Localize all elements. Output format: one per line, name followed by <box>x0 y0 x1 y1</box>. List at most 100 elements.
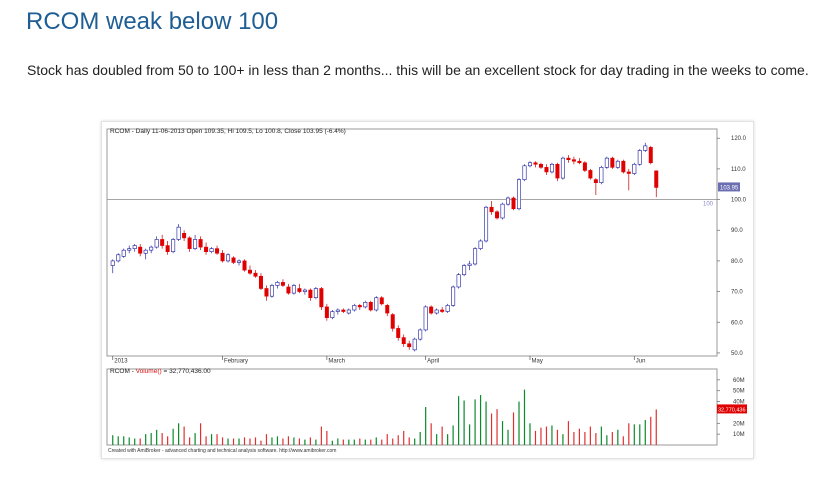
volume-y-tick-label: 10M <box>733 432 745 438</box>
candle-body-up <box>500 203 505 219</box>
candle-body-up <box>154 239 159 248</box>
candle <box>193 234 198 251</box>
candle-body-down <box>379 297 384 305</box>
candle-body-down <box>555 163 560 179</box>
candle-body-down <box>566 157 571 160</box>
candle-body-up <box>127 248 132 251</box>
candle-body-up <box>171 239 176 253</box>
candle-body-up <box>434 309 439 314</box>
candle-body-up <box>462 265 467 276</box>
candle-body-up <box>637 150 642 165</box>
candle-body-up <box>604 157 609 168</box>
price-y-tick-label: 100.0 <box>731 198 747 204</box>
candle-body-down <box>610 157 615 168</box>
candle-body-up <box>418 329 423 340</box>
candle-body-down <box>341 309 346 312</box>
candle-body-down <box>407 343 412 348</box>
volume-y-tick-label: 20M <box>733 421 745 427</box>
candle-body-down <box>495 211 500 219</box>
candle <box>418 328 423 341</box>
price-pane-border <box>106 128 718 357</box>
candle-body-up <box>456 274 461 288</box>
candle <box>242 259 247 272</box>
candle-body-up <box>522 165 527 180</box>
candle <box>423 305 428 332</box>
candle <box>335 308 340 315</box>
candle <box>593 178 598 195</box>
candle <box>226 253 231 263</box>
candle <box>138 244 143 257</box>
x-axis-label: Jun <box>636 359 646 365</box>
volume-y-tick-label: 60M <box>733 378 745 384</box>
candle-body-down <box>385 305 390 314</box>
candle-body-up <box>643 145 648 151</box>
candle <box>187 236 192 252</box>
x-axis-label: 2013 <box>114 359 128 365</box>
candle-body-up <box>363 302 368 308</box>
candle <box>253 270 258 278</box>
candle-body-down <box>429 306 434 314</box>
candle <box>198 236 203 251</box>
reference-line-label: 100 <box>703 202 714 208</box>
candle-body-up <box>193 239 198 249</box>
candle <box>357 303 362 310</box>
price-header: RCOM - Daily 11-06-2013 Open 109.35, Hi … <box>110 128 346 135</box>
candle <box>522 164 527 182</box>
candle-body-down <box>160 239 165 246</box>
candle <box>621 159 626 174</box>
candle <box>204 242 209 255</box>
candle <box>330 309 335 320</box>
candle-body-up <box>473 248 478 265</box>
candle-body-down <box>231 257 236 263</box>
candle-body-down <box>648 147 653 164</box>
price-y-tick-label: 120.0 <box>731 136 747 142</box>
candle <box>116 253 121 263</box>
candle-body-up <box>132 245 137 249</box>
candle <box>429 305 434 315</box>
stock-chart-image: RCOM - Daily 11-06-2013 Open 109.35, Hi … <box>101 121 754 459</box>
candle-body-down <box>571 159 576 162</box>
candle <box>544 164 549 176</box>
candle-body-up <box>549 163 554 173</box>
candle <box>434 308 439 315</box>
candle <box>456 273 461 289</box>
candle <box>352 303 357 312</box>
candle-body-up <box>467 263 472 266</box>
candle <box>610 156 615 169</box>
price-y-tick-label: 90.0 <box>731 228 743 234</box>
candle-body-down <box>286 286 291 294</box>
candle <box>275 280 280 289</box>
candle <box>478 239 483 251</box>
post-title: RCOM weak below 100 <box>26 8 279 35</box>
candle <box>264 285 269 301</box>
candle-body-up <box>176 226 181 240</box>
candle <box>588 168 593 180</box>
candle-body-down <box>220 252 225 262</box>
candle-body-down <box>626 171 631 174</box>
candle <box>566 155 571 163</box>
candle-body-down <box>253 272 258 277</box>
candle-body-down <box>280 282 285 286</box>
candle-body-up <box>412 338 417 351</box>
candle <box>506 196 511 206</box>
candle-body-down <box>593 179 598 183</box>
candle <box>286 283 291 295</box>
candle <box>654 170 659 198</box>
candle-body-down <box>182 232 187 239</box>
candle <box>489 201 494 215</box>
x-axis-label: May <box>531 359 542 365</box>
candle <box>160 234 165 249</box>
last-volume-marker <box>717 404 747 414</box>
candle <box>407 340 412 350</box>
candle <box>171 237 176 254</box>
candle <box>467 260 472 271</box>
candle-body-down <box>489 206 494 213</box>
candle <box>571 156 576 165</box>
candle-body-up <box>116 254 121 262</box>
candle <box>341 308 346 314</box>
candle <box>127 245 132 254</box>
candle <box>549 162 554 174</box>
candle <box>451 285 456 307</box>
x-axis-label: April <box>427 359 439 365</box>
candle-body-down <box>577 160 582 164</box>
